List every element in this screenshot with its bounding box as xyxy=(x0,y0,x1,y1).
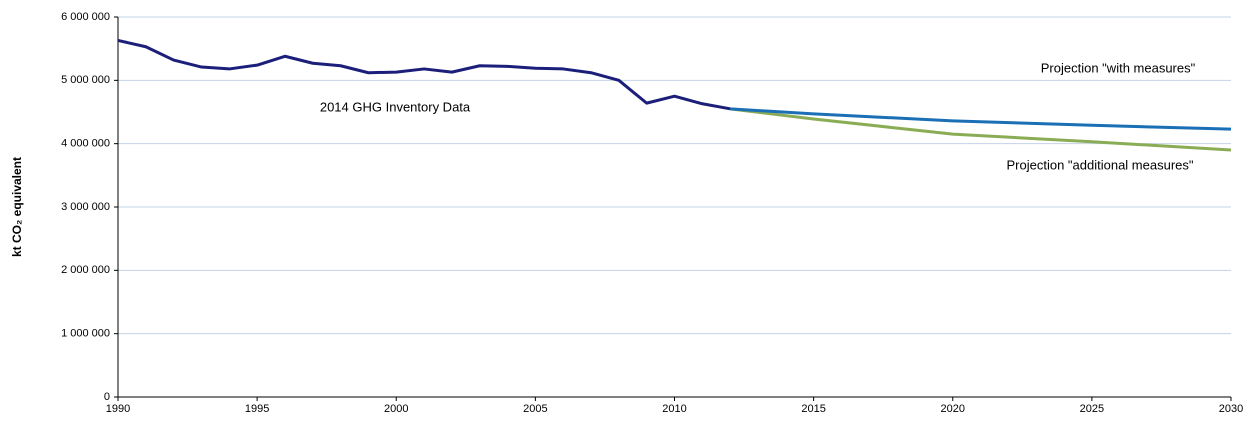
y-tick-label: 3 000 000 xyxy=(61,201,110,213)
annotation: 2014 GHG Inventory Data xyxy=(320,99,471,114)
series-line xyxy=(730,107,1232,131)
annotation: Projection "additional measures" xyxy=(1007,157,1194,172)
y-tick-label: 4 000 000 xyxy=(61,138,110,150)
series-line xyxy=(117,38,731,111)
y-axis-label: kt CO₂ equivalent xyxy=(10,157,24,257)
x-tick-label: 2015 xyxy=(801,403,825,415)
series-line xyxy=(729,107,1232,152)
y-tick-label: 6 000 000 xyxy=(61,11,110,23)
x-tick-label: 2020 xyxy=(941,403,965,415)
annotation: Projection "with measures" xyxy=(1041,60,1196,75)
x-tick-label: 2030 xyxy=(1219,403,1243,415)
y-tick-label: 2 000 000 xyxy=(61,264,110,276)
x-tick-label: 2010 xyxy=(662,403,686,415)
x-tick-label: 1995 xyxy=(245,403,269,415)
y-tick-label: 0 xyxy=(104,391,110,403)
y-tick-label: 1 000 000 xyxy=(61,328,110,340)
x-tick-label: 1990 xyxy=(106,403,130,415)
x-tick-label: 2000 xyxy=(384,403,408,415)
x-tick-label: 2005 xyxy=(523,403,547,415)
x-tick-label: 2025 xyxy=(1080,403,1104,415)
y-tick-label: 5 000 000 xyxy=(61,74,110,86)
